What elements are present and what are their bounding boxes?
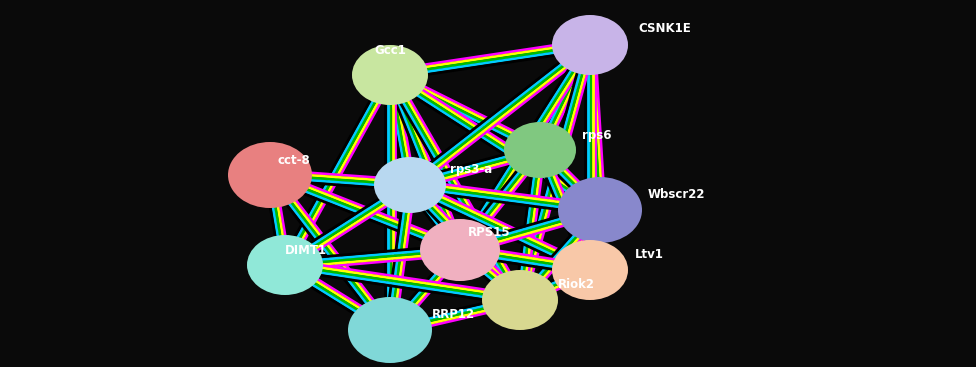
Ellipse shape [552,15,628,75]
Ellipse shape [352,45,428,105]
Text: RPS15: RPS15 [468,226,510,240]
Text: Wbscr22: Wbscr22 [648,189,706,201]
Ellipse shape [374,157,446,213]
Ellipse shape [247,235,323,295]
Ellipse shape [228,142,312,208]
Text: cct-8: cct-8 [277,153,310,167]
Text: CSNK1E: CSNK1E [638,22,691,34]
Ellipse shape [420,219,500,281]
Ellipse shape [482,270,558,330]
Ellipse shape [348,297,432,363]
Ellipse shape [504,122,576,178]
Text: rps6: rps6 [582,128,612,142]
Text: Gcc1: Gcc1 [374,44,406,57]
Ellipse shape [552,240,628,300]
Ellipse shape [558,177,642,243]
Text: rps3-a: rps3-a [450,164,492,177]
Text: Riok2: Riok2 [558,279,595,291]
Text: Ltv1: Ltv1 [635,248,664,262]
Text: DIMT1: DIMT1 [285,243,327,257]
Text: RRP12: RRP12 [432,309,475,321]
